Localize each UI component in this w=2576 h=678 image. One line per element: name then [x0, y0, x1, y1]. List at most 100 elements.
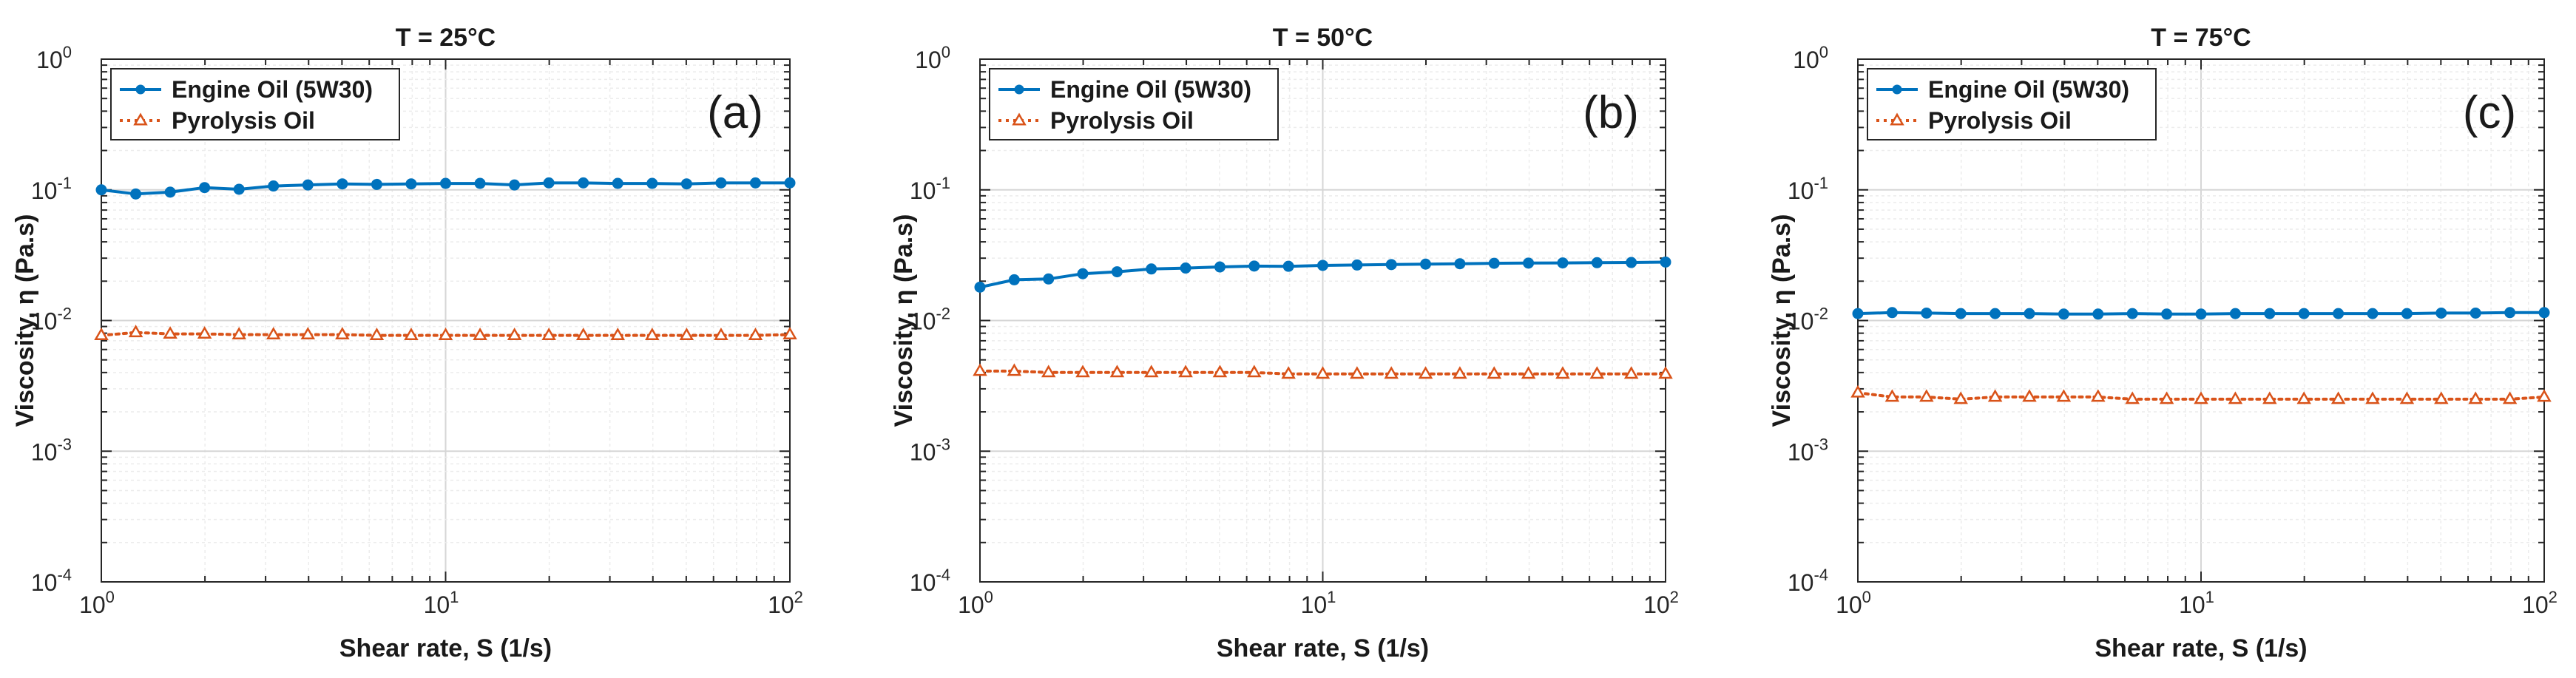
data-point	[974, 281, 986, 293]
data-point	[1488, 257, 1500, 269]
y-tick-base: 10	[910, 438, 936, 465]
y-axis-label: Viscosity, η (Pa.s)	[890, 214, 918, 427]
data-point	[2330, 391, 2346, 404]
legend-marker	[1014, 84, 1024, 95]
data-point	[1850, 384, 1865, 398]
data-point	[163, 326, 178, 339]
y-tick-label: 10-4	[910, 566, 950, 596]
data-point	[2298, 308, 2310, 319]
data-point	[2401, 308, 2413, 319]
data-point	[2504, 307, 2516, 319]
data-point	[541, 328, 556, 341]
y-tick-label: 10-2	[910, 305, 950, 335]
data-point	[335, 327, 350, 340]
x-tick-label: 102	[1643, 588, 1679, 618]
y-tick-exponent: -4	[57, 566, 72, 584]
data-point	[473, 328, 487, 341]
data-point	[1041, 365, 1056, 378]
data-point	[1919, 389, 1934, 402]
data-point	[1623, 366, 1639, 379]
data-point	[2537, 389, 2552, 402]
y-tick-label: 10-2	[1788, 305, 1828, 335]
series-1	[974, 256, 1671, 293]
data-point	[1487, 366, 1501, 379]
y-tick-exponent: -2	[57, 305, 72, 323]
x-tick-exponent: 1	[450, 588, 459, 606]
data-point	[2469, 307, 2481, 319]
data-point	[2367, 308, 2379, 319]
data-point	[369, 328, 385, 341]
data-point	[95, 184, 107, 196]
y-tick-base: 10	[910, 177, 936, 204]
data-point	[1453, 366, 1467, 379]
data-point	[1589, 366, 1605, 379]
panel-label: (a)	[707, 87, 763, 138]
data-point	[1384, 366, 1399, 379]
data-point	[1180, 262, 1191, 274]
tick-marks	[979, 58, 1666, 583]
data-point	[337, 178, 348, 190]
legend-entry-1: Engine Oil (5W30)	[120, 76, 373, 103]
legend-entry-1: Engine Oil (5W30)	[998, 76, 1251, 103]
data-point	[302, 179, 314, 191]
legend: Engine Oil (5W30) Pyrolysis Oil	[989, 68, 1279, 140]
y-tick-label: 100	[1793, 43, 1828, 73]
y-tick-base: 10	[1788, 569, 1814, 596]
data-point	[2434, 391, 2449, 404]
data-point	[646, 177, 658, 189]
data-point	[1247, 365, 1262, 378]
data-point	[1852, 308, 1864, 319]
data-point	[1146, 263, 1157, 275]
y-tick-base: 10	[31, 308, 58, 335]
legend-entry-1: Engine Oil (5W30)	[1876, 76, 2129, 103]
data-point	[782, 327, 797, 340]
data-point	[2022, 389, 2037, 402]
data-point	[1658, 366, 1673, 379]
y-axis-label: Viscosity, η (Pa.s)	[11, 214, 39, 427]
data-point	[2194, 391, 2208, 404]
x-tick-exponent: 1	[1327, 588, 1336, 606]
x-tick-base: 10	[2522, 591, 2549, 618]
data-point	[438, 328, 453, 341]
data-point	[2228, 391, 2243, 404]
data-point	[2125, 391, 2140, 404]
y-tick-base: 10	[31, 177, 58, 204]
y-tick-label: 100	[36, 43, 72, 73]
x-tick-base: 10	[958, 591, 984, 618]
data-point	[748, 328, 763, 341]
data-point	[1385, 259, 1397, 271]
data-point	[1955, 308, 1967, 319]
data-point	[233, 183, 245, 195]
data-point	[2056, 389, 2072, 402]
data-point	[1660, 256, 1671, 268]
data-point	[405, 178, 417, 190]
y-tick-label: 10-3	[1788, 435, 1828, 465]
data-point	[509, 179, 521, 191]
y-tick-base: 10	[1793, 47, 1819, 73]
data-point	[2195, 308, 2207, 320]
legend-entry-2: Pyrolysis Oil	[1876, 107, 2072, 134]
legend: Engine Oil (5W30) Pyrolysis Oil	[110, 68, 400, 140]
data-point	[404, 328, 419, 341]
legend-marker	[135, 84, 146, 95]
data-point	[2126, 308, 2138, 319]
data-point	[266, 327, 281, 340]
x-tick-label: 102	[2522, 588, 2558, 618]
y-tick-base: 10	[1788, 177, 1814, 204]
legend-box	[989, 68, 1279, 140]
x-tick-exponent: 2	[794, 588, 803, 606]
data-point	[1557, 257, 1569, 269]
series-1	[1852, 307, 2550, 320]
x-tick-base: 10	[768, 591, 794, 618]
data-point	[231, 327, 246, 340]
data-point	[1886, 307, 1898, 319]
grid	[1858, 59, 2544, 582]
data-point	[610, 328, 625, 341]
legend-box	[1867, 68, 2157, 140]
data-point	[507, 328, 522, 341]
data-point	[128, 325, 143, 338]
data-point	[575, 328, 591, 341]
